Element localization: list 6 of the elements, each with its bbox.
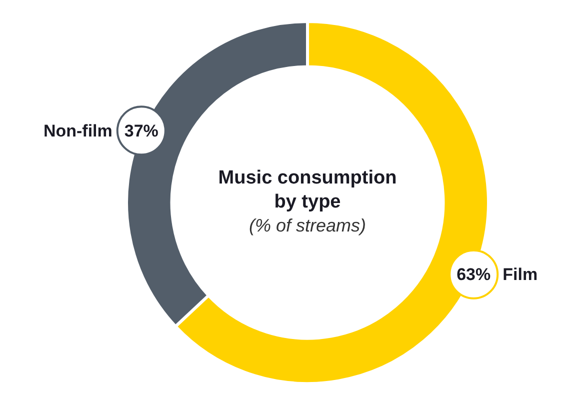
slice-label: Non-film	[43, 121, 112, 140]
slice-label: Film	[502, 265, 538, 284]
text: (% of streams)	[248, 216, 366, 236]
data-label: 37%	[124, 121, 158, 140]
data-label: 63%	[456, 265, 491, 284]
text: Music consumption by type	[218, 168, 397, 213]
